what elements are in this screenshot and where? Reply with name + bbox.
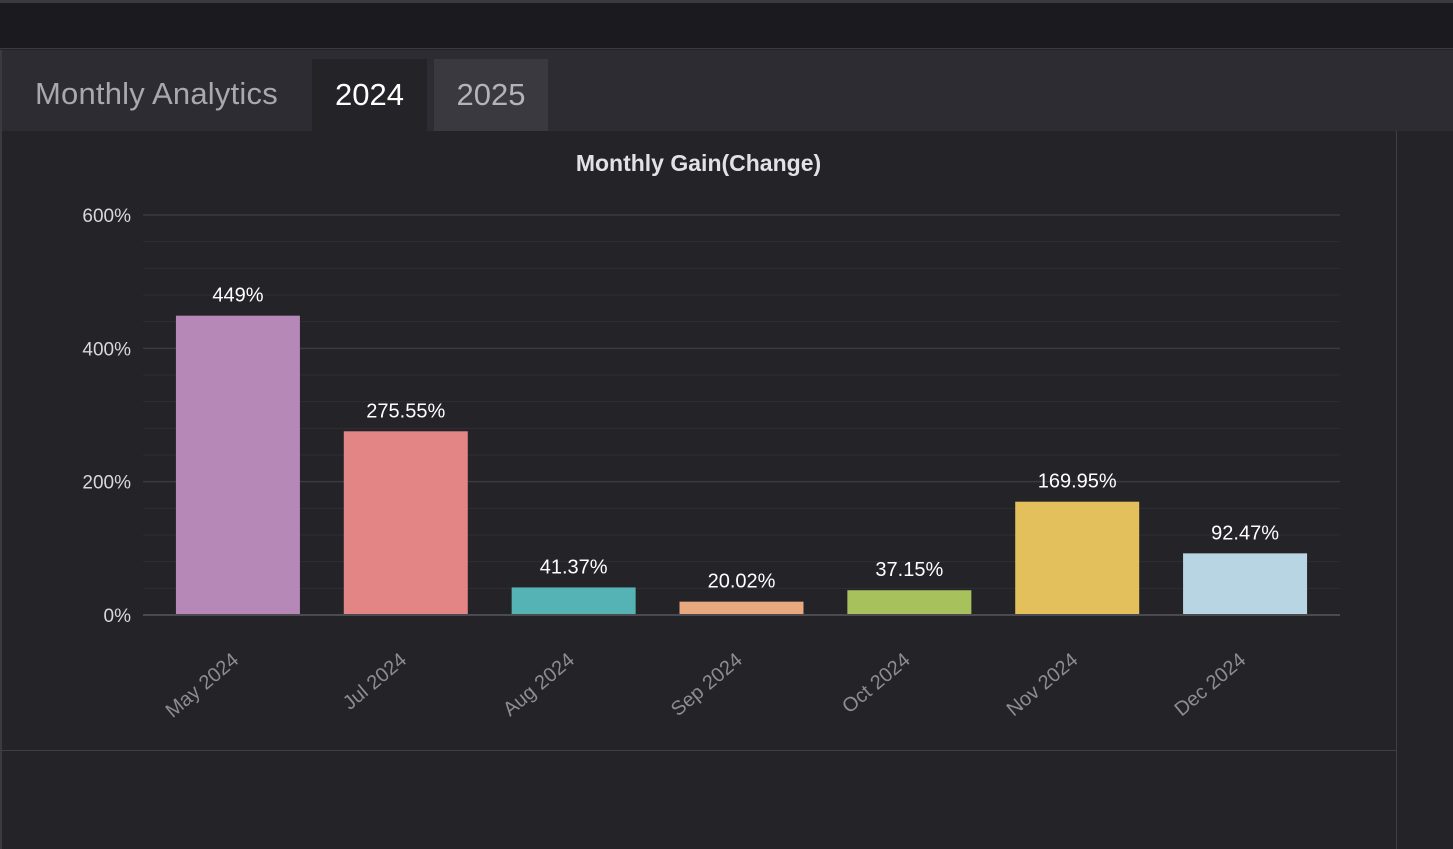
page-title: Monthly Analytics [35,76,278,111]
y-tick-label: 400% [82,339,131,360]
window-top-bar [0,0,1453,49]
bar-data-label: 92.47% [1211,522,1279,544]
bar-data-label: 449% [212,285,263,307]
bar [511,587,636,614]
y-tick-label: 0% [104,606,132,627]
bar [343,431,468,614]
chart-title: Monthly Gain(Change) [575,150,822,176]
bottom-area [0,751,1397,849]
x-tick-label: Sep 2024 [667,649,747,721]
bar [1015,501,1140,614]
y-tick-label: 600% [82,206,131,227]
x-tick-label: Oct 2024 [838,649,914,718]
bar-data-label: 169.95% [1038,471,1117,493]
bar [847,590,972,614]
x-tick-label: Aug 2024 [499,649,579,721]
bar [1183,553,1308,614]
bar-data-label: 275.55% [366,400,445,422]
right-strip [1397,131,1453,849]
bar-data-label: 37.15% [875,559,943,581]
tab-2025[interactable]: 2025 [434,59,548,131]
bar-data-label: 41.37% [540,556,608,578]
x-tick-label: Nov 2024 [1003,649,1083,721]
bar [679,601,804,614]
x-tick-label: May 2024 [162,649,243,722]
bar-data-label: 20.02% [708,571,776,593]
x-tick-label: Jul 2024 [339,649,411,714]
bar [175,315,300,614]
x-tick-label: Dec 2024 [1171,649,1251,721]
y-tick-label: 200% [82,473,131,494]
tab-bar: Monthly Analytics 2024 2025 [0,50,1453,131]
tab-2024[interactable]: 2024 [312,59,427,131]
